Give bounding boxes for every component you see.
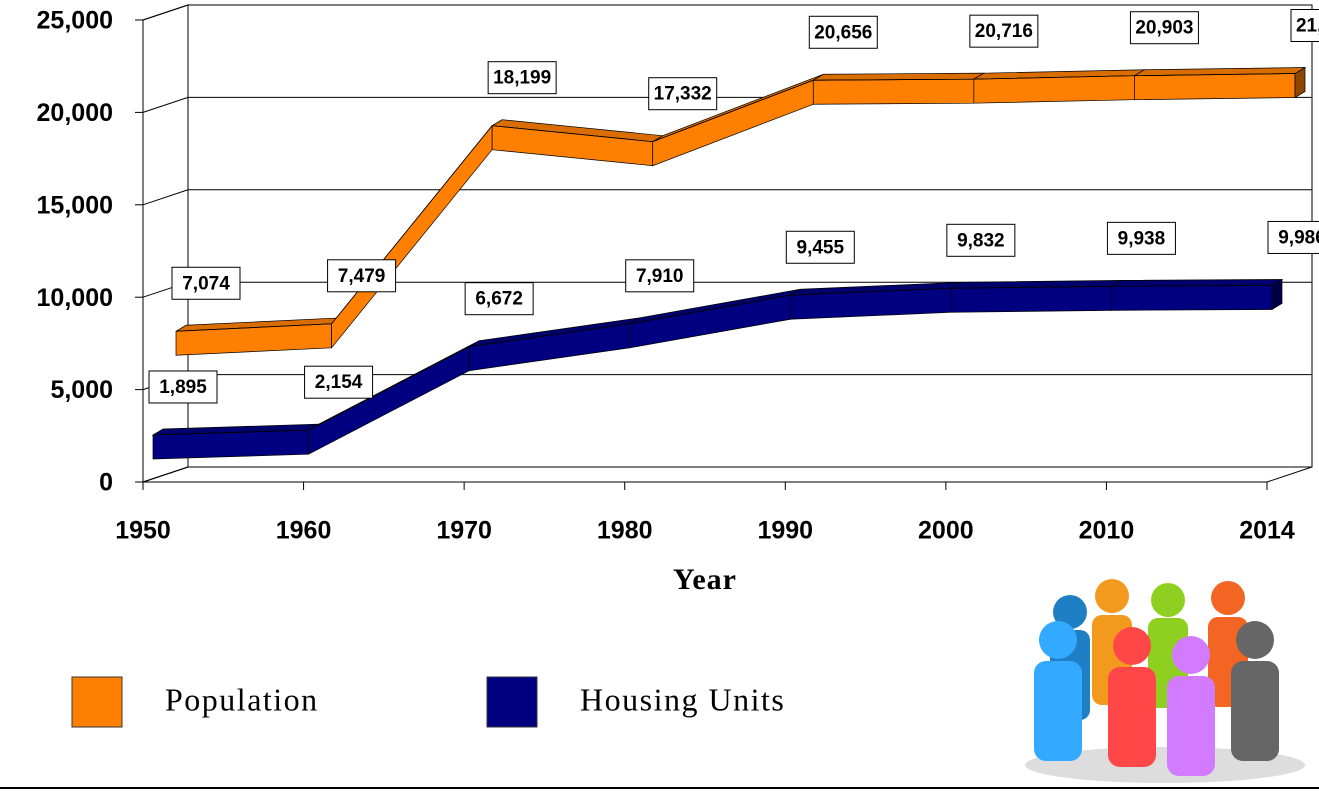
x-tick-label: 1980: [597, 517, 653, 545]
floor: [142, 466, 1313, 483]
ribbon-end: [1271, 278, 1283, 311]
value-label: 18,199: [493, 68, 551, 89]
value-label: 9,832: [957, 230, 1005, 251]
y-tick-label: 10,000: [37, 284, 113, 312]
legend-label: Population: [165, 681, 319, 717]
x-tick-label: 2000: [918, 517, 974, 545]
y-tick-label: 25,000: [37, 7, 113, 35]
value-label: 9,986: [1278, 227, 1319, 248]
ribbon-face: [973, 75, 1135, 104]
value-label-box: [625, 259, 695, 293]
grid-line: [142, 189, 1312, 206]
value-label-box: [148, 370, 218, 404]
y-tick-label: 20,000: [37, 99, 113, 127]
value-label: 9,938: [1118, 228, 1166, 249]
value-label-box: [648, 77, 718, 111]
value-label: 20,903: [1135, 18, 1193, 39]
value-label: 20,656: [814, 22, 872, 43]
value-label: 2,154: [315, 372, 363, 393]
y-tick-label: 0: [99, 469, 113, 497]
value-label-box: [808, 15, 878, 49]
value-label: 1,895: [159, 377, 207, 398]
x-tick-label: 1990: [757, 517, 813, 545]
value-label-box: [969, 14, 1039, 48]
grid-line: [142, 4, 1312, 21]
value-label-box: [946, 223, 1016, 257]
value-label-box: [304, 365, 374, 399]
ribbon-face: [1134, 73, 1296, 101]
ribbon-face: [1111, 285, 1273, 311]
y-tick-label: 15,000: [37, 191, 113, 219]
value-label-box: [1290, 9, 1319, 43]
value-label-box: [1106, 221, 1176, 255]
value-label-box: [1267, 220, 1319, 254]
side-wall: [142, 4, 189, 483]
value-label-box: [487, 61, 557, 95]
series-line: [152, 285, 1273, 436]
value-label-box: [1129, 11, 1199, 45]
x-tick-label: 1970: [436, 517, 492, 545]
value-label-box: [327, 259, 397, 293]
value-label: 21,022: [1296, 16, 1319, 37]
x-tick-label: 1960: [276, 517, 332, 545]
legend-swatch: [486, 676, 538, 728]
ribbon-end: [1294, 66, 1306, 99]
value-label: 17,332: [654, 84, 712, 105]
people-illustration: [1025, 579, 1305, 783]
value-label: 6,672: [475, 289, 523, 310]
y-tick-label: 5,000: [50, 376, 113, 404]
legend-swatch: [71, 676, 123, 728]
x-axis-title: Year: [673, 563, 737, 596]
legend-label: Housing Units: [580, 681, 785, 717]
grid-line: [142, 466, 1312, 483]
value-label-box: [464, 282, 534, 316]
x-tick-label: 1950: [115, 517, 171, 545]
value-label: 7,910: [636, 266, 684, 287]
x-tick-label: 2010: [1079, 517, 1135, 545]
value-label-box: [171, 266, 241, 300]
value-label: 7,074: [182, 273, 230, 294]
value-label: 9,455: [797, 237, 845, 258]
value-label-box: [785, 230, 855, 264]
ribbon-face: [950, 285, 1112, 313]
ribbon-face: [812, 78, 975, 105]
value-label: 7,479: [338, 266, 386, 287]
value-label: 20,716: [975, 21, 1033, 42]
x-tick-label: 2014: [1239, 517, 1295, 545]
